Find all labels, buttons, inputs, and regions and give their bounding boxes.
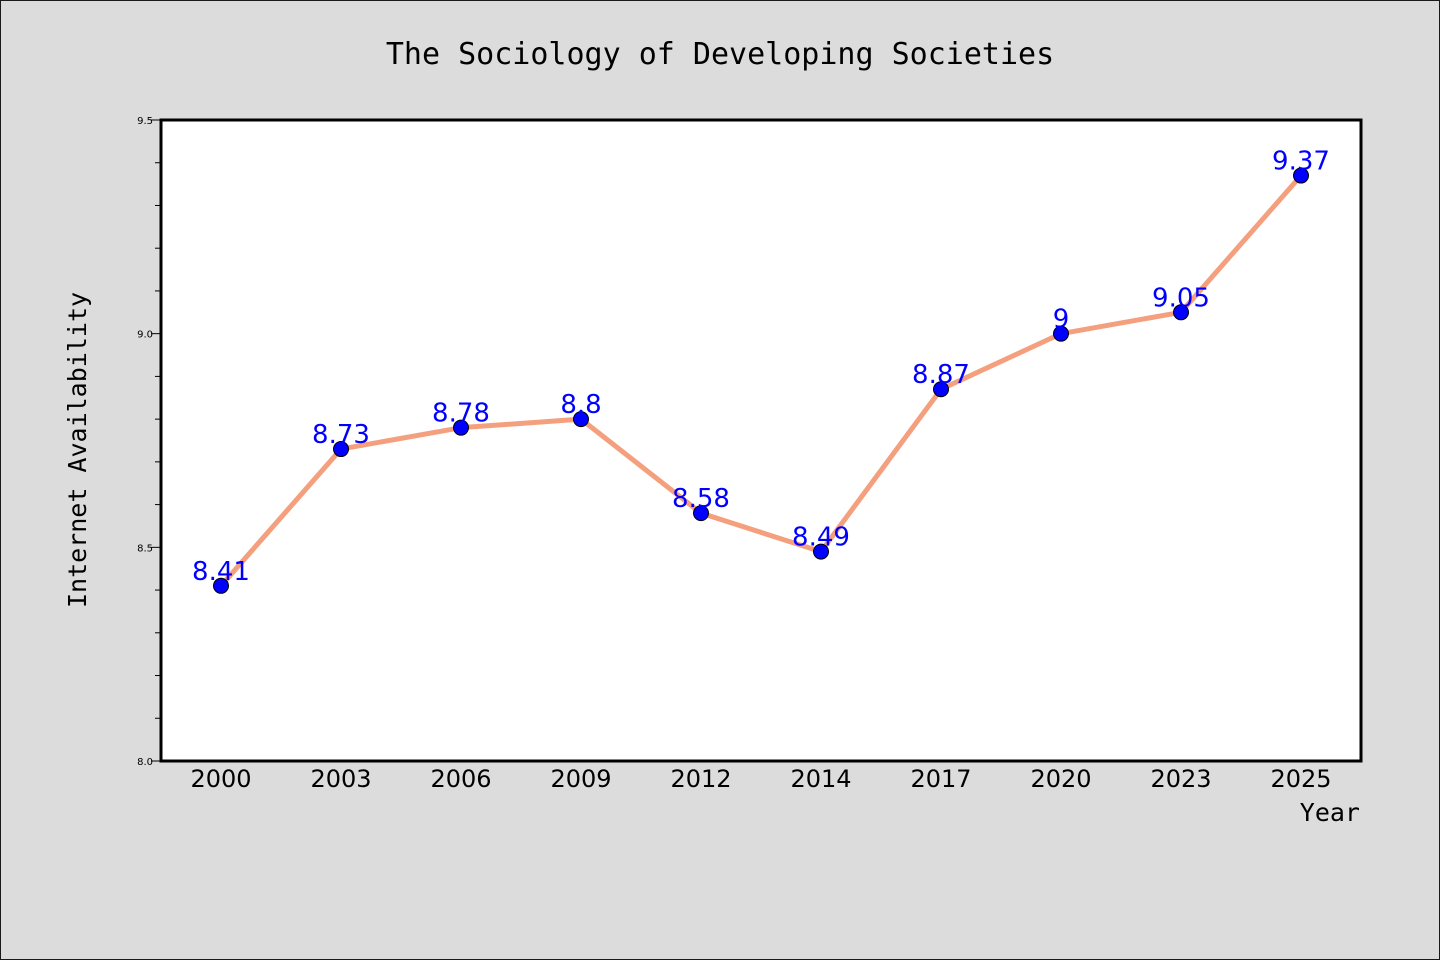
data-label: 8.78 (432, 399, 490, 429)
series-markers (213, 167, 1309, 594)
y-axis-label: Internet Availability (63, 292, 92, 608)
y-axis-ticks (151, 119, 161, 762)
data-label: 8.73 (312, 420, 370, 450)
x-tick-label: 2017 (910, 765, 971, 793)
data-point-marker (333, 441, 349, 458)
x-tick-label: 2023 (1150, 765, 1211, 793)
data-point-marker (1293, 167, 1309, 184)
y-tick-label: 9.0 (137, 330, 153, 341)
x-axis-label: Year (1300, 798, 1360, 827)
x-tick-label: 2012 (670, 765, 731, 793)
data-label: 8.8 (560, 390, 601, 420)
x-tick-label: 2009 (550, 765, 611, 793)
data-point-marker (1053, 325, 1069, 342)
y-tick-label: 8.0 (137, 757, 153, 768)
x-tick-label: 2025 (1270, 765, 1331, 793)
data-point-marker (693, 505, 709, 522)
data-point-marker (573, 411, 589, 428)
data-point-marker (933, 381, 949, 398)
x-axis-tick-labels: 2000 2003 2006 2009 2012 2014 2017 2020 2023 2025 (190, 765, 1331, 793)
chart-title: The Sociology of Developing Societies (386, 37, 1054, 72)
data-label: 9 (1053, 305, 1070, 335)
data-label: 8.41 (192, 557, 250, 587)
x-tick-label: 2003 (310, 765, 371, 793)
plot-area (159, 118, 1363, 763)
x-tick-label: 2006 (430, 765, 491, 793)
data-point-marker (813, 543, 829, 560)
y-tick-label: 8.5 (137, 543, 153, 554)
x-tick-label: 2000 (190, 765, 251, 793)
data-label: 8.58 (672, 484, 730, 514)
data-labels: 8.41 8.73 8.78 8.8 8.58 8.49 8.87 9 9.05 9.37 (192, 147, 1330, 587)
data-label: 9.37 (1272, 147, 1330, 177)
data-point-marker (213, 577, 229, 594)
data-label: 8.49 (792, 523, 850, 553)
data-point-marker (453, 419, 469, 436)
y-axis-tick-labels: 8.0 8.5 9.0 9.5 (137, 116, 153, 768)
x-tick-label: 2020 (1030, 765, 1091, 793)
x-tick-label: 2014 (790, 765, 851, 793)
y-axis-minor-ticks (155, 162, 161, 719)
y-tick-label: 9.5 (137, 116, 153, 127)
series-line (218, 173, 1304, 589)
data-point-marker (1173, 304, 1189, 321)
data-label: 9.05 (1152, 283, 1210, 313)
data-label: 8.87 (912, 360, 970, 390)
